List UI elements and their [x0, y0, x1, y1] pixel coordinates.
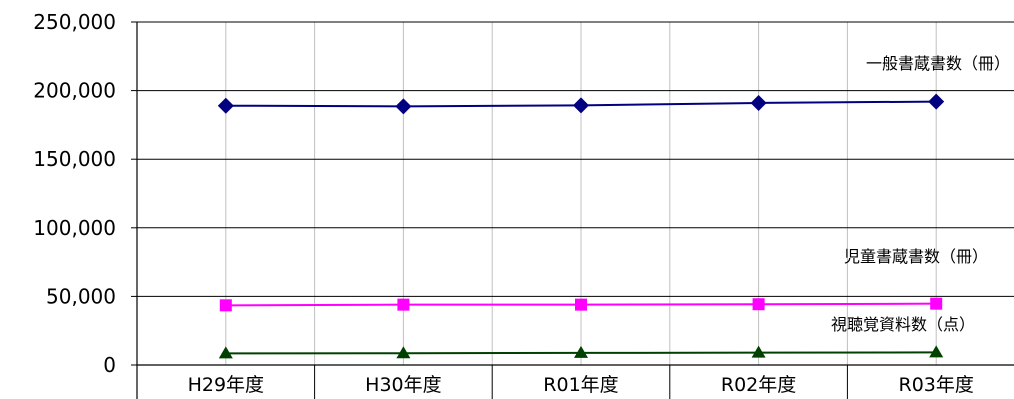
data-point-square	[219, 299, 232, 312]
data-point-diamond	[928, 93, 945, 110]
y-tick-label: 50,000	[46, 284, 116, 308]
y-tick-label: 150,000	[33, 147, 116, 171]
series-label: 視聴覚資料数（点）	[831, 315, 975, 334]
x-category-label: R01年度	[543, 374, 618, 396]
series-label: 児童書蔵書数（冊）	[844, 247, 988, 266]
y-tick-label: 200,000	[33, 79, 116, 103]
x-category-label: H29年度	[188, 374, 264, 396]
y-tick-label: 250,000	[33, 10, 116, 34]
data-point-diamond	[750, 94, 767, 111]
data-point-diamond	[573, 97, 589, 114]
data-point-triangle	[929, 345, 944, 358]
data-point-triangle	[751, 345, 766, 358]
grid-lines	[137, 21, 1014, 365]
data-point-square	[397, 298, 410, 311]
x-category-label: H30年度	[365, 374, 441, 396]
y-axis-tick-labels: 0 50,000 100,000 150,000 200,000 250,000	[33, 10, 116, 377]
data-point-triangle	[574, 345, 588, 358]
data-point-diamond	[395, 98, 412, 115]
axes	[131, 21, 1014, 399]
x-category-label: R02年度	[721, 374, 796, 396]
data-point-square	[575, 298, 587, 311]
series-labels: 一般書蔵書数（冊） 児童書蔵書数（冊） 視聴覚資料数（点）	[831, 54, 1010, 334]
data-point-square	[752, 298, 765, 311]
x-axis-category-labels: H29年度 H30年度 R01年度 R02年度 R03年度	[188, 374, 974, 396]
series-lines	[217, 93, 945, 359]
y-tick-label: 0	[103, 353, 116, 377]
data-point-diamond	[217, 97, 234, 114]
series-label: 一般書蔵書数（冊）	[866, 54, 1010, 73]
y-tick-label: 100,000	[33, 216, 116, 240]
data-point-square	[930, 297, 943, 310]
data-point-triangle	[396, 346, 411, 359]
x-category-label: R03年度	[899, 374, 974, 396]
data-point-triangle	[218, 346, 233, 359]
